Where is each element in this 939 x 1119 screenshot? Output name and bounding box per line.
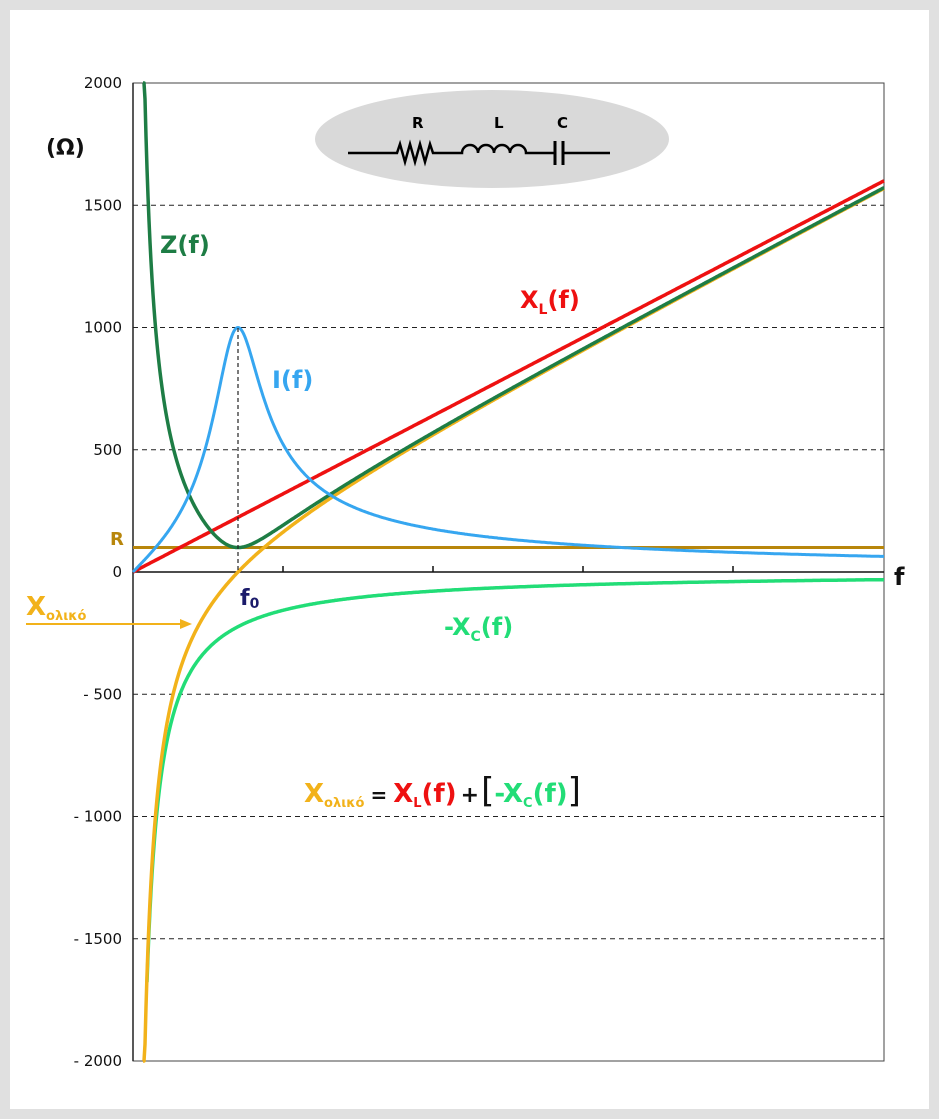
formula: Xολικό = XL(f) +[-XC(f)]: [304, 771, 581, 811]
xtotal-series-label: Xολικό: [26, 592, 192, 629]
chart-frame: 2000 1500 1000 500 0- 500- 1000- 1500- 2000 …: [10, 10, 929, 1109]
y-tick-label: - 1000: [74, 808, 122, 826]
svg-text:Xολικό: Xολικό: [26, 592, 87, 624]
i-series-label: I(f): [272, 366, 313, 394]
y-tick-label: 0: [112, 563, 122, 581]
r-label: R: [110, 529, 124, 550]
series-curves: [131, 81, 885, 1063]
xc-series-line: [145, 577, 885, 983]
y-tick-label: 1500: [84, 196, 122, 214]
circuit-label-c: C: [557, 114, 568, 132]
y-tick-label: - 1500: [74, 930, 122, 948]
y-tick-label: 500: [93, 441, 122, 459]
z-series-line: [142, 81, 885, 550]
z-series-label: Z(f): [160, 231, 210, 259]
y-tick-label: 1000: [84, 319, 122, 337]
circuit-background: [315, 90, 669, 188]
y-tick-labels: 2000 1500 1000 500 0 - 500 - 1000 - 1500 - 2000: [74, 74, 122, 1070]
circuit-wire-and-components: [348, 139, 555, 167]
y-tick-label: - 2000: [74, 1052, 122, 1070]
circuit-label-l: L: [494, 114, 504, 132]
circuit-diagram: R L C: [315, 90, 669, 188]
xc-series-label: -XC(f): [444, 613, 513, 645]
xl-series-line: [132, 179, 885, 574]
y-tick-label: - 500: [83, 685, 122, 703]
y-axis-label: (Ω): [46, 136, 85, 161]
i-series-line: [131, 326, 885, 574]
x-axis-label: f: [894, 563, 905, 591]
y-tick-label: 2000: [84, 74, 122, 92]
resonance-frequency-label: f0: [240, 586, 260, 612]
xl-series-label: XL(f): [520, 286, 580, 318]
xtotal-arrow-head: [180, 619, 192, 629]
circuit-label-r: R: [412, 114, 424, 132]
x-ticks: [282, 566, 734, 572]
